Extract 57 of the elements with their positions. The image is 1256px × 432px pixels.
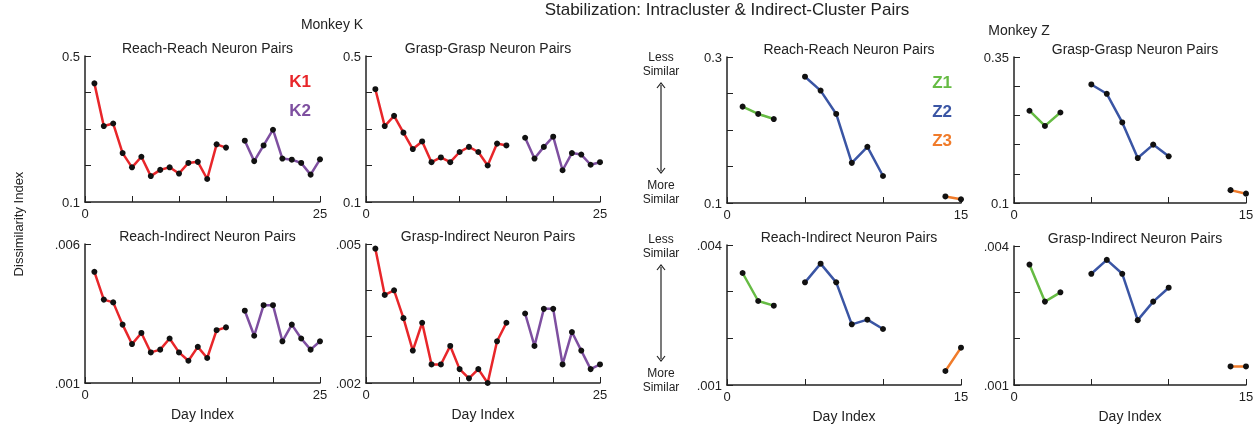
chart-title: Reach-Indirect Neuron Pairs [119, 228, 296, 244]
text: K1 [289, 72, 311, 91]
y-tick-label: 0.5 [61, 48, 80, 64]
y-tick-label: .001 [54, 375, 80, 391]
y-tick-label: .001 [983, 377, 1009, 393]
x-tick-label: 0 [723, 207, 731, 222]
x-tick-label: 25 [312, 387, 328, 402]
y-tick-label: 0.3 [703, 49, 722, 65]
text: Monkey K [299, 16, 365, 33]
y-tick-label: 0.5 [342, 48, 361, 64]
text: Less Similar [641, 232, 681, 261]
series-label: K2 [289, 101, 311, 120]
chart-title: Grasp-Indirect Neuron Pairs [1047, 230, 1223, 246]
x-tick-label: 15 [1238, 207, 1254, 222]
y-tick-label: 0.1 [61, 194, 80, 210]
text: Less Similar [641, 50, 681, 79]
y-tick-label: 0.1 [703, 195, 722, 211]
chart-title: Grasp-Grasp Neuron Pairs [404, 40, 572, 56]
x-axis-title: Day Index [170, 406, 235, 422]
y-tick-label: .005 [335, 236, 361, 252]
x-tick-label: 15 [953, 207, 969, 222]
text: Z1 [932, 73, 952, 92]
y-tick-label: .004 [696, 237, 722, 253]
y-tick-label: .004 [983, 238, 1009, 254]
text: More Similar [641, 366, 681, 395]
text: Monkey Z [987, 22, 1051, 39]
x-tick-label: 15 [953, 389, 969, 404]
x-tick-label: 0 [362, 387, 370, 402]
x-tick-label: 0 [81, 387, 89, 402]
chart-title: Reach-Reach Neuron Pairs [121, 40, 294, 56]
text: Stabilization: Intracluster & Indirect-Cluster Pairs [543, 0, 911, 21]
y-axis-title: Dissimilarity Index [10, 171, 26, 277]
y-tick-label: .002 [335, 375, 361, 391]
x-tick-label: 0 [1010, 207, 1018, 222]
chart-title: Reach-Reach Neuron Pairs [763, 41, 935, 57]
x-tick-label: 0 [1010, 389, 1018, 404]
x-tick-label: 0 [362, 206, 370, 221]
x-tick-label: 0 [723, 389, 731, 404]
x-axis-title: Day Index [812, 408, 876, 424]
y-tick-label: .006 [54, 236, 80, 252]
x-tick-label: 25 [592, 387, 608, 402]
x-axis-title: Day Index [1098, 408, 1162, 424]
x-tick-label: 25 [592, 206, 608, 221]
y-tick-label: 0.1 [990, 195, 1009, 211]
text: Z3 [932, 131, 952, 150]
x-axis-title: Day Index [451, 406, 515, 422]
chart-title: Reach-Indirect Neuron Pairs [760, 229, 938, 245]
x-tick-label: 15 [1238, 389, 1254, 404]
chart-title: Grasp-Indirect Neuron Pairs [400, 228, 576, 244]
x-tick-label: 25 [312, 206, 328, 221]
text: Z2 [932, 102, 952, 121]
chart-title: Grasp-Grasp Neuron Pairs [1051, 41, 1219, 57]
y-tick-label: .001 [696, 377, 722, 393]
y-tick-label: 0.1 [342, 194, 361, 210]
y-tick-label: 0.35 [983, 49, 1009, 65]
x-tick-label: 0 [81, 206, 89, 221]
text: More Similar [641, 178, 681, 207]
